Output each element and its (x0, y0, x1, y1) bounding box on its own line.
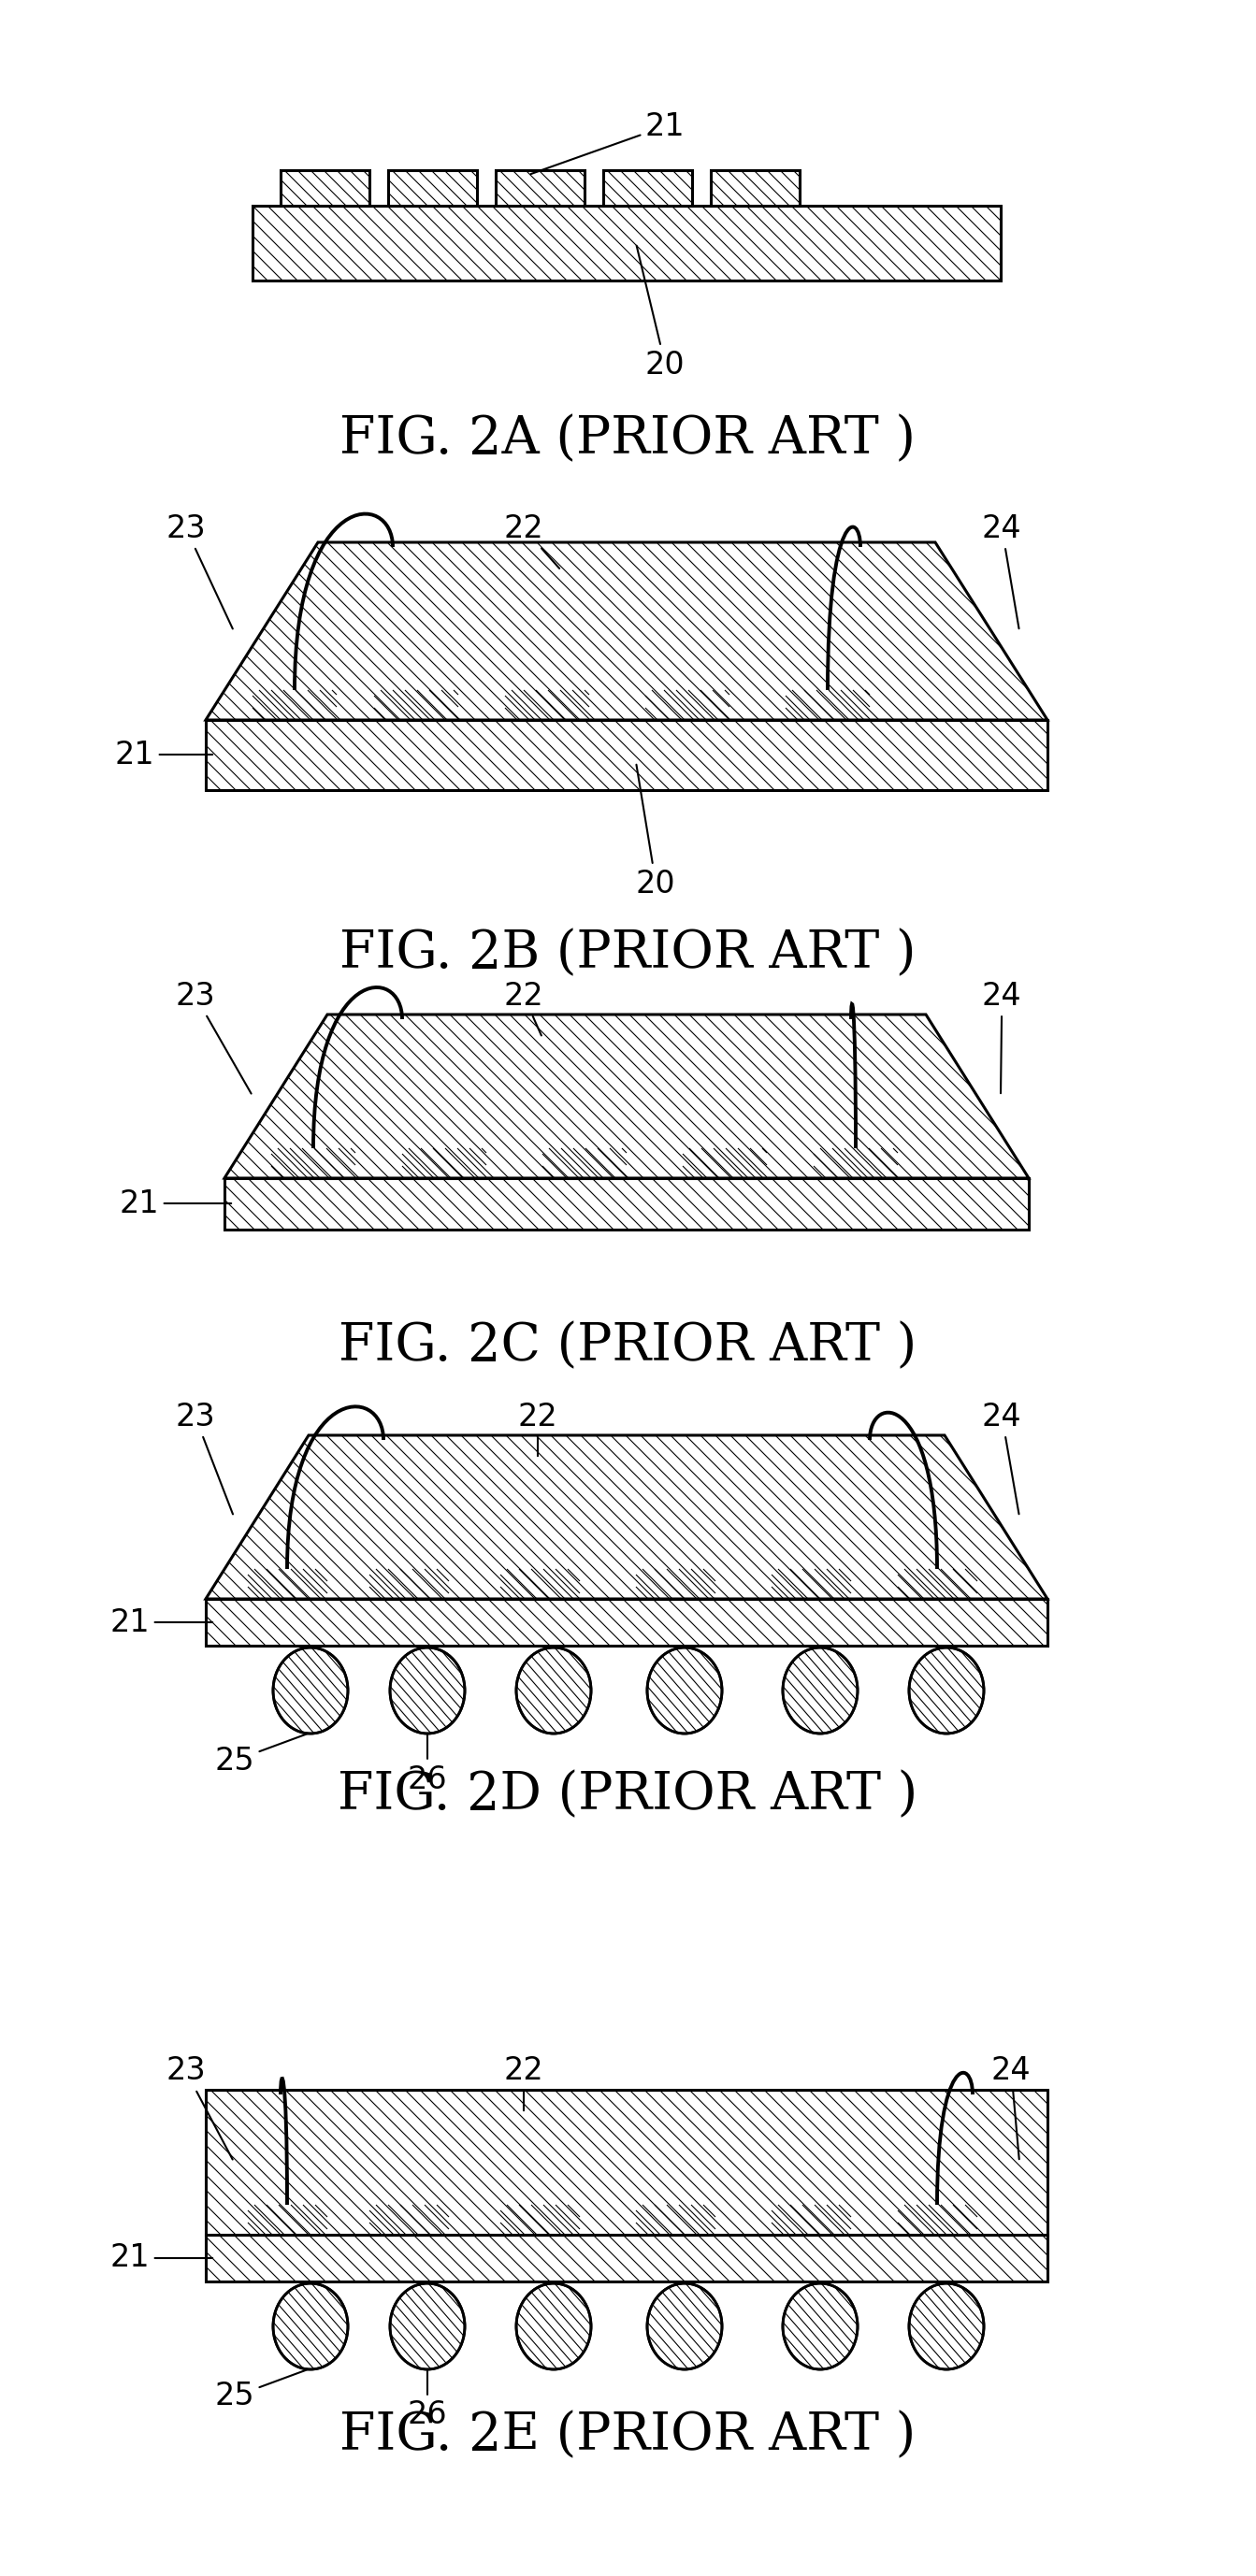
Bar (636, 1569, 716, 1600)
Bar (771, 2205, 852, 2236)
Polygon shape (206, 1435, 1048, 1600)
Text: FIG. 2D (PRIOR ART ): FIG. 2D (PRIOR ART ) (338, 1770, 918, 1821)
Bar (898, 2205, 977, 2236)
Ellipse shape (909, 1649, 983, 1734)
Text: 22: 22 (504, 981, 544, 1036)
Bar (271, 1149, 355, 1177)
Ellipse shape (516, 1649, 592, 1734)
Ellipse shape (389, 1649, 465, 1734)
Text: 21: 21 (119, 1188, 231, 1218)
Text: 20: 20 (637, 245, 686, 381)
Polygon shape (206, 544, 1048, 719)
Ellipse shape (273, 2282, 348, 2370)
Bar (374, 690, 458, 719)
Text: 26: 26 (407, 1736, 447, 1795)
Bar (785, 690, 869, 719)
Bar (280, 170, 369, 206)
Text: 24: 24 (982, 1401, 1022, 1515)
Bar (898, 1569, 977, 1600)
Ellipse shape (909, 2282, 983, 2370)
Text: 22: 22 (504, 2056, 544, 2110)
Bar (369, 1569, 448, 1600)
Text: 21: 21 (114, 739, 212, 770)
Text: 21: 21 (531, 111, 686, 175)
Text: 21: 21 (109, 2244, 212, 2275)
Bar (252, 206, 1001, 281)
Text: FIG. 2A (PRIOR ART ): FIG. 2A (PRIOR ART ) (339, 415, 916, 466)
Ellipse shape (782, 2282, 858, 2370)
Bar (247, 2205, 328, 2236)
Bar (225, 1177, 1029, 1229)
Bar (505, 690, 589, 719)
Bar (500, 2205, 580, 2236)
Bar (402, 1149, 486, 1177)
Ellipse shape (647, 1649, 722, 1734)
Bar (206, 719, 1048, 791)
Text: 26: 26 (407, 2370, 447, 2432)
Text: 22: 22 (504, 513, 559, 569)
Text: 23: 23 (176, 1401, 232, 1515)
Ellipse shape (273, 1649, 348, 1734)
Polygon shape (225, 1015, 1029, 1177)
Ellipse shape (782, 1649, 858, 1734)
Bar (247, 1569, 328, 1600)
Bar (369, 2205, 448, 2236)
Text: 24: 24 (982, 513, 1022, 629)
Text: 25: 25 (215, 2370, 308, 2411)
Bar (771, 1569, 852, 1600)
Text: 22: 22 (517, 1401, 558, 1455)
Bar (206, 2236, 1048, 2282)
Bar (388, 170, 477, 206)
Text: 20: 20 (636, 765, 676, 899)
Bar (252, 690, 337, 719)
Text: FIG. 2C (PRIOR ART ): FIG. 2C (PRIOR ART ) (338, 1321, 917, 1373)
Bar (603, 170, 692, 206)
Bar (814, 1149, 898, 1177)
Bar (543, 1149, 627, 1177)
Text: 21: 21 (109, 1607, 212, 1638)
Polygon shape (206, 2089, 1048, 2236)
Text: FIG. 2E (PRIOR ART ): FIG. 2E (PRIOR ART ) (339, 2411, 916, 2460)
Text: 24: 24 (991, 2056, 1031, 2159)
Bar (646, 690, 730, 719)
Text: 23: 23 (166, 2056, 232, 2159)
Text: 23: 23 (166, 513, 232, 629)
Text: 25: 25 (215, 1734, 308, 1775)
Ellipse shape (389, 2282, 465, 2370)
Ellipse shape (647, 2282, 722, 2370)
Bar (206, 1600, 1048, 1646)
Text: 23: 23 (176, 981, 251, 1095)
Text: 24: 24 (982, 981, 1022, 1092)
Bar (636, 2205, 716, 2236)
Ellipse shape (516, 2282, 592, 2370)
Bar (496, 170, 584, 206)
Bar (711, 170, 800, 206)
Bar (500, 1569, 580, 1600)
Text: FIG. 2B (PRIOR ART ): FIG. 2B (PRIOR ART ) (339, 927, 916, 979)
Bar (683, 1149, 767, 1177)
